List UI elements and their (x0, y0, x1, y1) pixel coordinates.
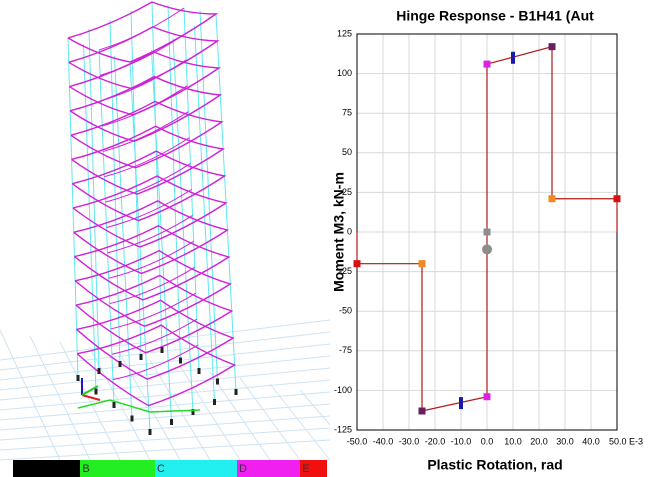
scale-label: C (157, 463, 165, 475)
acceptance-mark (459, 397, 463, 409)
chart-title: Hinge Response - B1H41 (Aut (396, 8, 594, 24)
support (235, 389, 238, 395)
support (119, 361, 122, 367)
support (216, 379, 219, 385)
y-tick-label: -75 (339, 345, 352, 355)
x-tick-label: 0.0 (481, 436, 494, 446)
support (149, 429, 152, 435)
support (113, 402, 116, 408)
hinge-point (484, 61, 491, 68)
y-tick-label: -50 (339, 306, 352, 316)
y-tick-label: 25 (342, 187, 352, 197)
support (77, 375, 80, 381)
hinge-point (484, 393, 491, 400)
x-tick-label: 50.0 E-3 (609, 436, 643, 446)
hinge-point (419, 407, 426, 414)
x-tick-label: 10.0 (504, 436, 522, 446)
support (140, 354, 143, 360)
y-tick-label: 0 (347, 226, 352, 236)
x-tick-label: -30.0 (399, 436, 420, 446)
scale-segment (155, 460, 237, 477)
x-tick-label: -50.0 (347, 436, 368, 446)
y-tick-label: -125 (334, 424, 352, 434)
y-tick-label: -100 (334, 385, 352, 395)
x-tick-label: 20.0 (530, 436, 548, 446)
support (95, 389, 98, 395)
y-tick-label: -25 (339, 266, 352, 276)
support (161, 347, 164, 353)
scale-label: E (302, 463, 309, 475)
scale-segment (80, 460, 155, 477)
support (131, 416, 134, 422)
hinge-point (549, 195, 556, 202)
acceptance-mark (511, 52, 515, 64)
hinge-point (484, 229, 491, 236)
hinge-point (354, 260, 361, 267)
y-tick-label: 75 (342, 108, 352, 118)
y-tick-label: 100 (337, 68, 352, 78)
y-tick-label: 125 (337, 28, 352, 38)
scale-label: B (82, 463, 89, 475)
support (198, 368, 201, 374)
scale-label: D (239, 463, 247, 475)
plot-area: -125 -100 -75 -50 -25 0 25 50 75 100 125 -50.0 -40.0… (334, 28, 643, 446)
support (213, 399, 216, 405)
support (179, 358, 182, 364)
hinge-point (549, 43, 556, 50)
x-tick-label: 30.0 (556, 436, 574, 446)
x-tick-label: -20.0 (425, 436, 446, 446)
y-tick-label: 50 (342, 147, 352, 157)
x-tick-label: 40.0 (582, 436, 600, 446)
screen: B C D E Hinge Response - B1H41 (Aut Plastic… (0, 0, 662, 477)
hinge-point (419, 260, 426, 267)
hinge-point (614, 195, 621, 202)
x-tick-label: -40.0 (373, 436, 394, 446)
state-point (482, 244, 492, 254)
color-scale: B C D E (13, 460, 327, 477)
support (98, 368, 101, 374)
x-axis-label: Plastic Rotation, rad (427, 457, 562, 473)
x-tick-label: -10.0 (451, 436, 472, 446)
scale-segment (13, 460, 80, 477)
support (170, 419, 173, 425)
